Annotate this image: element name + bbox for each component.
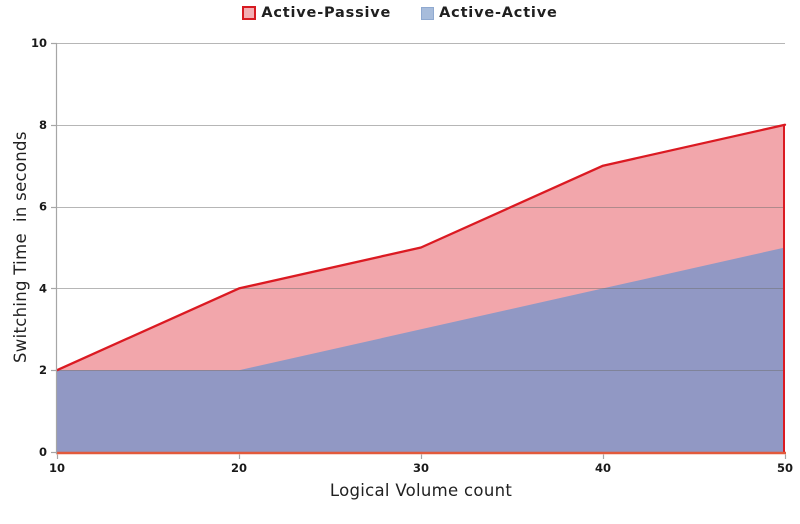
y-tick-label: 4 bbox=[39, 281, 47, 295]
legend-swatch-active-active-icon bbox=[421, 6, 435, 20]
x-axis-title: Logical Volume count bbox=[329, 481, 513, 500]
legend-item-active-active: Active-Active bbox=[421, 5, 557, 21]
x-tick-label: 40 bbox=[595, 461, 611, 475]
x-tick-label: 30 bbox=[413, 461, 429, 475]
legend-item-active-passive: Active-Passive bbox=[242, 5, 391, 21]
y-tick-label: 2 bbox=[39, 363, 47, 377]
y-tick-label: 10 bbox=[31, 36, 47, 50]
x-tick-label: 50 bbox=[777, 461, 793, 475]
legend: Active-Passive Active-Active bbox=[0, 5, 800, 21]
x-tick-label: 10 bbox=[49, 461, 65, 475]
y-tick-label: 0 bbox=[39, 445, 47, 459]
legend-swatch-active-passive-icon bbox=[242, 6, 257, 20]
active-passive-line bbox=[55, 123, 787, 372]
legend-label-active-passive: Active-Passive bbox=[261, 5, 392, 21]
area-active-active bbox=[57, 247, 785, 452]
x-tick-label: 20 bbox=[231, 461, 247, 475]
legend-label-active-active: Active-Active bbox=[439, 5, 558, 21]
y-tick-label: 8 bbox=[39, 118, 47, 132]
y-tick-label: 6 bbox=[39, 200, 47, 214]
